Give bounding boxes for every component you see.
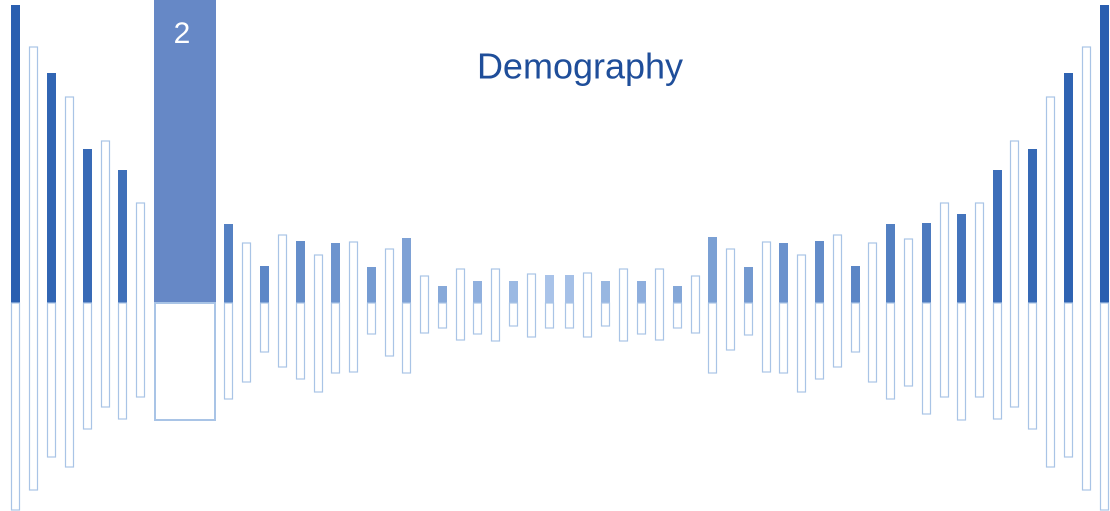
bar-bottom (46, 302, 57, 458)
bar-outline (761, 241, 772, 373)
bar-top (993, 170, 1002, 303)
bar-bottom (366, 302, 377, 335)
bar-outline (277, 234, 288, 368)
bar-bottom (672, 302, 683, 329)
bar-bottom (223, 302, 234, 400)
bar-top (565, 275, 574, 303)
bar-bottom (82, 302, 93, 430)
number-block-outline (154, 302, 216, 421)
bar-top (296, 241, 305, 303)
bar-top (545, 275, 554, 303)
bar-bottom (564, 302, 575, 329)
bar-top (779, 243, 788, 303)
bar-bottom (956, 302, 967, 421)
bar-outline (100, 140, 111, 408)
bar-outline (690, 275, 701, 334)
bar-outline (582, 272, 593, 338)
bar-top (438, 286, 447, 303)
bar-top (402, 238, 411, 303)
bar-outline (1081, 46, 1092, 491)
bar-top (1028, 149, 1037, 303)
bar-bottom (636, 302, 647, 335)
bar-outline (939, 202, 950, 398)
bar-outline (526, 273, 537, 338)
bar-bottom (743, 302, 754, 336)
bar-top (11, 5, 20, 303)
bar-outline (974, 202, 985, 398)
bar-bottom (401, 302, 412, 374)
bar-top (957, 214, 966, 303)
bar-top (851, 266, 860, 303)
slide-title: Demography (477, 46, 683, 87)
bar-bottom (544, 302, 555, 329)
bar-outline (903, 238, 914, 387)
bar-bottom (1063, 302, 1074, 458)
bar-outline (313, 254, 324, 393)
bar-outline (490, 268, 501, 342)
bar-bottom (117, 302, 128, 420)
bar-top (708, 237, 717, 303)
bar-top (815, 241, 824, 303)
bar-outline (867, 242, 878, 383)
bar-top (367, 267, 376, 303)
bar-outline (241, 242, 252, 383)
bar-top (509, 281, 518, 303)
bar-outline (654, 268, 665, 341)
bar-top (744, 267, 753, 303)
bar-bottom (707, 302, 718, 374)
bar-bottom (778, 302, 789, 374)
bar-top (1100, 5, 1109, 303)
bar-bottom (1099, 302, 1110, 511)
bar-bottom (472, 302, 483, 335)
bar-top (922, 223, 931, 303)
bar-outline (419, 275, 430, 334)
bar-top (886, 224, 895, 303)
bar-outline (455, 268, 466, 341)
slide-number: 2 (174, 17, 191, 50)
bar-bottom (1027, 302, 1038, 430)
bar-outline (618, 268, 629, 342)
bar-top (601, 281, 610, 303)
bar-outline (64, 96, 75, 468)
bar-top (118, 170, 127, 303)
bar-top (83, 149, 92, 303)
bar-outline (348, 241, 359, 373)
bar-bottom (295, 302, 306, 380)
bar-top (637, 281, 646, 303)
bar-top (1064, 73, 1073, 303)
bar-bottom (600, 302, 611, 327)
bar-bottom (437, 302, 448, 329)
bar-bottom (259, 302, 270, 353)
bar-bottom (850, 302, 861, 353)
number-block (154, 0, 216, 303)
bar-top (224, 224, 233, 303)
bar-bottom (10, 302, 21, 511)
bar-bottom (885, 302, 896, 400)
bar-bottom (508, 302, 519, 327)
bar-outline (796, 254, 807, 393)
bar-top (331, 243, 340, 303)
decorative-bars (10, 5, 1110, 511)
bar-outline (832, 234, 843, 368)
bar-outline (28, 46, 39, 491)
bar-outline (135, 202, 146, 398)
bar-bottom (921, 302, 932, 415)
bar-outline (1009, 140, 1020, 408)
bar-top (47, 73, 56, 303)
bar-top (260, 266, 269, 303)
bar-outline (384, 248, 395, 357)
bar-top (673, 286, 682, 303)
bar-bottom (330, 302, 341, 374)
bar-outline (725, 248, 736, 351)
bar-bottom (814, 302, 825, 380)
bar-bottom (992, 302, 1003, 420)
bar-top (473, 281, 482, 303)
bar-outline (1045, 96, 1056, 468)
